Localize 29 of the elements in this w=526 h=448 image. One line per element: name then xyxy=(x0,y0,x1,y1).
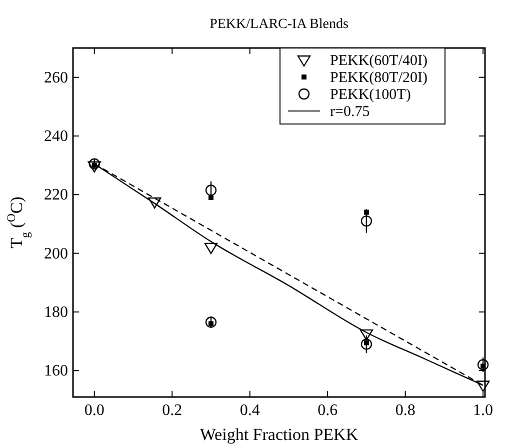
x-tick-label: 0.0 xyxy=(84,402,104,419)
x-tick-label: 1.0 xyxy=(473,402,494,419)
legend-label: PEKK(60T/40I) xyxy=(330,53,428,69)
point xyxy=(148,197,162,209)
point xyxy=(88,161,101,172)
legend-label: r=0.75 xyxy=(330,104,370,120)
point xyxy=(360,329,374,341)
point xyxy=(477,359,489,370)
y-tick-label: 200 xyxy=(44,245,68,262)
x-tick-label: 0.6 xyxy=(318,402,338,419)
x-tick-label: 0.4 xyxy=(240,402,260,419)
y-tick-label: 160 xyxy=(44,362,68,380)
x-tick-label: 0.8 xyxy=(395,402,416,419)
y-tick-label: 180 xyxy=(44,304,68,321)
point xyxy=(360,215,372,227)
point xyxy=(360,338,372,350)
point xyxy=(88,158,100,170)
y-tick-label: 220 xyxy=(44,186,68,204)
legend-label: PEKK(80T/20I) xyxy=(330,70,428,86)
point xyxy=(205,316,217,328)
point xyxy=(476,380,490,392)
x-axis-title: Weight Fraction PEKK xyxy=(200,425,359,444)
y-tick-label: 260 xyxy=(44,69,68,86)
legend-label: PEKK(100T) xyxy=(330,87,411,103)
chart-title: PEKK/LARC-IA Blends xyxy=(210,17,348,32)
point xyxy=(204,242,218,254)
y-tick-label: 240 xyxy=(44,128,68,145)
point xyxy=(205,184,217,196)
x-tick-label: 0.2 xyxy=(162,402,182,419)
